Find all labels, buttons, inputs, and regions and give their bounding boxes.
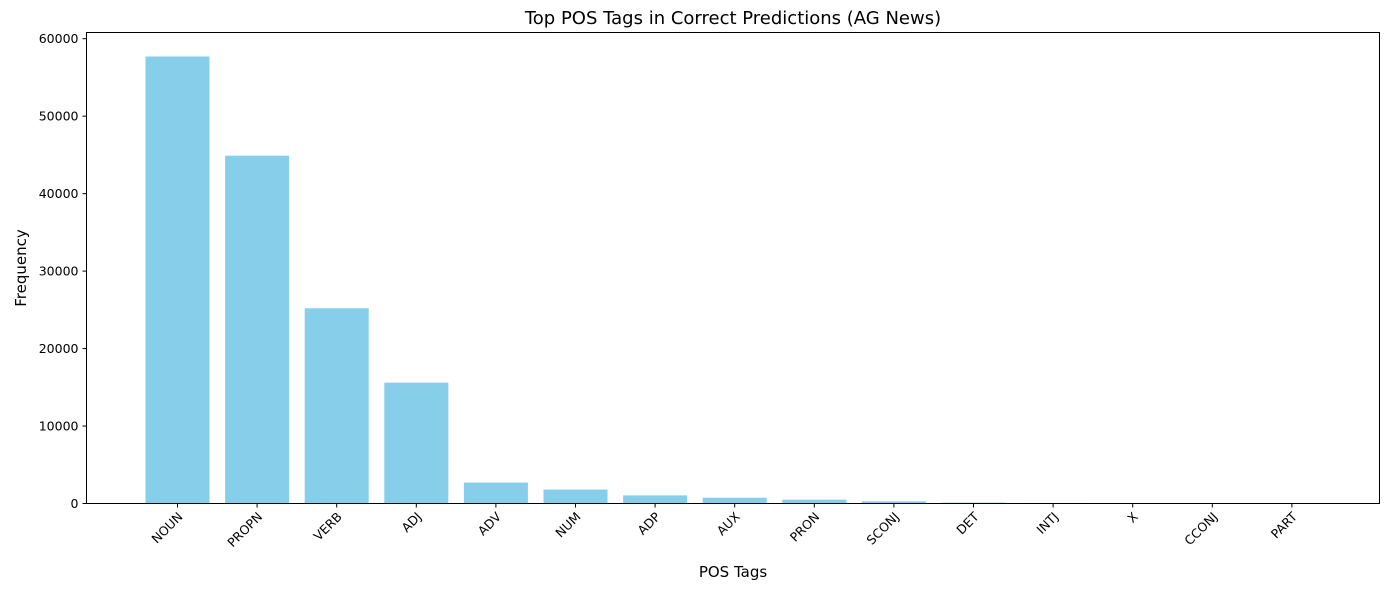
bar-propn: [225, 155, 290, 504]
y-tick-label-30000: 30000: [39, 264, 79, 279]
x-tick-label-x: X: [1124, 509, 1141, 526]
bars-group: [145, 56, 1324, 504]
bar-sconj: [861, 501, 926, 504]
bar-aux: [702, 497, 767, 504]
bar-adp: [623, 495, 688, 504]
x-tick-label-aux: AUX: [714, 509, 743, 538]
y-tick-label-10000: 10000: [39, 419, 79, 434]
x-tick-label-propn: PROPN: [224, 509, 265, 550]
y-tick-label-40000: 40000: [39, 186, 79, 201]
x-tick-label-part: PART: [1268, 509, 1301, 542]
bar-adj: [384, 382, 449, 504]
x-tick-label-pron: PRON: [787, 509, 823, 545]
x-axis-label: POS Tags: [699, 563, 768, 581]
x-axis: NOUN PROPN VERB ADJ ADV NUM ADP AUX PRON SCONJ DET…: [148, 503, 1301, 550]
bar-verb: [304, 308, 369, 504]
bar-adv: [463, 482, 528, 504]
plot-frame: [86, 32, 1380, 504]
y-tick-label-50000: 50000: [39, 109, 79, 124]
x-tick-label-verb: VERB: [310, 509, 344, 543]
y-axis-label: Frequency: [12, 229, 30, 307]
y-tick-label-20000: 20000: [39, 341, 79, 356]
x-tick-label-adp: ADP: [634, 509, 663, 538]
x-tick-label-num: NUM: [552, 509, 583, 540]
y-tick-label-0: 0: [71, 496, 79, 511]
chart-title: Top POS Tags in Correct Predictions (AG …: [524, 8, 941, 29]
x-tick-label-sconj: SCONJ: [863, 509, 902, 548]
y-axis: 0 10000 20000 30000 40000 50000 60000: [39, 31, 87, 511]
bar-pron: [782, 499, 847, 504]
x-tick-label-cconj: CCONJ: [1181, 509, 1220, 548]
y-tick-label-60000: 60000: [39, 31, 79, 46]
x-tick-label-det: DET: [953, 509, 982, 538]
x-tick-label-adv: ADV: [475, 509, 505, 539]
x-tick-label-noun: NOUN: [148, 509, 185, 546]
x-tick-label-intj: INTJ: [1033, 509, 1061, 537]
bar-noun: [145, 56, 210, 504]
x-tick-label-adj: ADJ: [398, 509, 424, 535]
bar-num: [543, 489, 608, 504]
